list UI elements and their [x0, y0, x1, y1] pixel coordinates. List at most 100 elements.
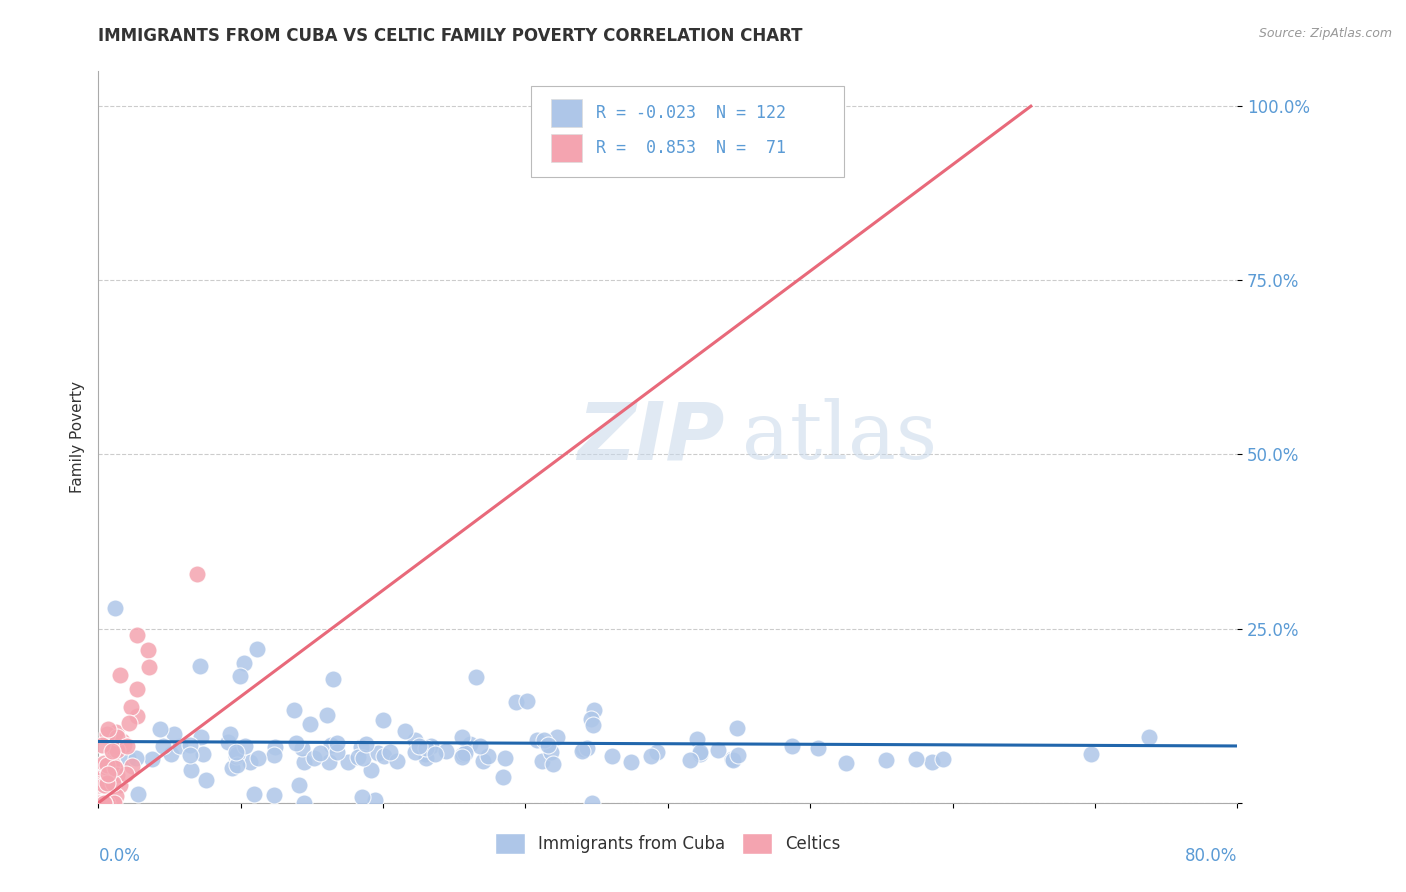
Point: [477, 749, 499, 764]
Point: [127, 628, 149, 642]
Point: [546, 730, 568, 744]
Point: [90, 738, 112, 752]
Point: [318, 755, 340, 769]
Point: [163, 726, 186, 740]
Point: [322, 672, 344, 686]
Point: [494, 751, 516, 765]
Point: [90, 796, 112, 810]
Point: [264, 739, 287, 754]
Point: [420, 739, 443, 753]
Point: [107, 743, 129, 757]
Point: [93, 775, 115, 789]
Point: [505, 696, 527, 710]
Point: [354, 738, 377, 752]
Point: [468, 739, 491, 754]
Point: [91, 796, 114, 810]
Text: ZIP: ZIP: [576, 398, 724, 476]
Point: [686, 731, 709, 746]
Point: [415, 741, 437, 756]
Point: [127, 709, 149, 723]
Point: [533, 733, 555, 747]
Point: [89, 760, 111, 774]
Point: [537, 738, 560, 752]
Point: [541, 757, 564, 772]
Point: [364, 792, 387, 806]
Point: [619, 755, 641, 769]
Point: [336, 756, 359, 770]
Point: [91, 796, 114, 810]
Point: [367, 746, 389, 760]
Point: [87, 796, 110, 810]
Point: [93, 778, 115, 792]
Point: [90, 776, 112, 790]
Point: [233, 656, 256, 670]
Point: [350, 789, 373, 804]
Point: [188, 658, 211, 673]
Legend: Immigrants from Cuba, Celtics: Immigrants from Cuba, Celtics: [488, 827, 848, 860]
Point: [112, 738, 135, 752]
FancyBboxPatch shape: [551, 99, 582, 127]
Point: [87, 796, 110, 810]
Point: [727, 748, 749, 763]
Point: [229, 669, 252, 683]
Point: [360, 764, 382, 778]
Point: [415, 747, 437, 762]
Point: [127, 788, 149, 802]
Point: [526, 732, 548, 747]
Point: [97, 770, 120, 784]
Point: [451, 731, 474, 745]
Point: [91, 796, 114, 810]
Point: [576, 740, 599, 755]
Point: [107, 732, 129, 747]
Point: [195, 773, 218, 788]
Point: [98, 796, 121, 810]
Point: [321, 738, 343, 752]
Point: [404, 745, 426, 759]
Point: [90, 796, 112, 810]
Point: [96, 727, 118, 741]
Point: [299, 717, 322, 731]
Point: [408, 739, 430, 753]
Point: [226, 757, 249, 772]
Point: [263, 747, 285, 762]
Point: [118, 715, 141, 730]
Point: [96, 758, 118, 772]
Point: [117, 739, 139, 754]
Point: [103, 776, 125, 790]
Point: [96, 796, 118, 810]
Point: [136, 643, 159, 657]
Point: [540, 745, 562, 759]
Point: [458, 737, 481, 751]
Point: [117, 750, 139, 764]
Text: IMMIGRANTS FROM CUBA VS CELTIC FAMILY POVERTY CORRELATION CHART: IMMIGRANTS FROM CUBA VS CELTIC FAMILY PO…: [98, 27, 803, 45]
Point: [689, 747, 711, 762]
Point: [239, 756, 262, 770]
Point: [98, 755, 121, 769]
Point: [217, 735, 239, 749]
Point: [90, 796, 112, 810]
Point: [415, 751, 437, 765]
Point: [87, 766, 110, 780]
Point: [326, 745, 349, 759]
Point: [87, 794, 110, 808]
Point: [101, 744, 124, 758]
Point: [221, 761, 243, 775]
Point: [689, 745, 711, 759]
Point: [725, 721, 748, 735]
FancyBboxPatch shape: [551, 135, 582, 162]
Point: [93, 796, 115, 810]
Point: [179, 748, 201, 763]
Point: [579, 713, 602, 727]
Point: [152, 739, 174, 753]
Point: [492, 770, 515, 784]
Point: [91, 778, 114, 792]
Y-axis label: Family Poverty: Family Poverty: [69, 381, 84, 493]
Point: [315, 708, 337, 723]
Point: [218, 727, 240, 741]
Point: [283, 703, 305, 717]
Point: [572, 742, 595, 756]
Point: [242, 787, 264, 801]
Point: [179, 738, 201, 752]
Point: [111, 734, 134, 748]
Point: [645, 745, 668, 759]
